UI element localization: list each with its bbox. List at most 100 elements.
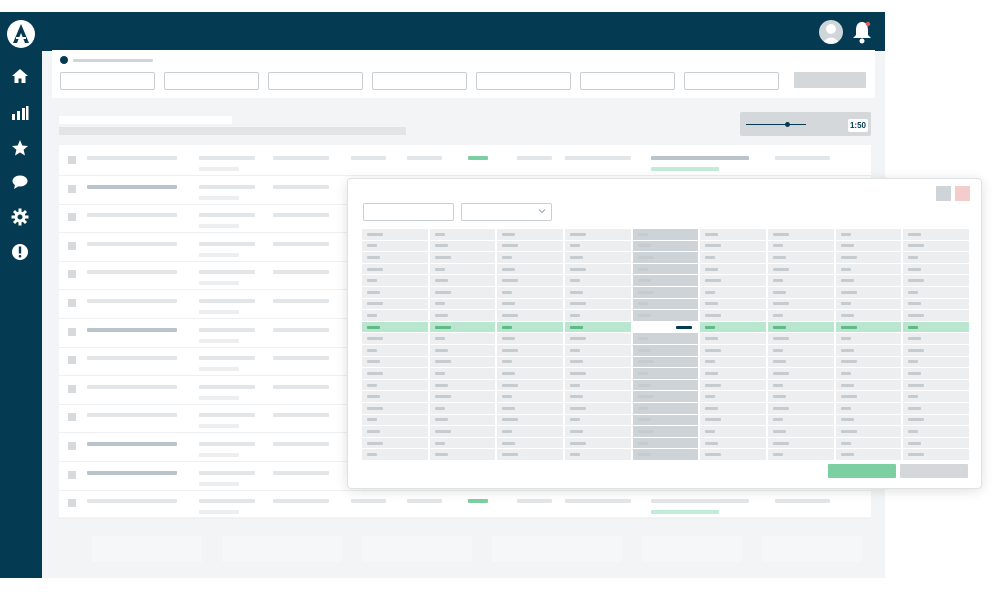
grid-cell[interactable] [362,263,428,275]
grid-cell[interactable] [835,229,902,240]
grid-cell[interactable] [632,310,699,321]
grid-cell[interactable] [700,298,766,310]
grid-cell[interactable] [835,449,902,460]
grid-cell[interactable] [700,333,766,344]
grid-cell[interactable] [768,229,834,240]
grid-cell[interactable] [903,391,969,402]
grid-cell[interactable] [768,449,834,460]
grid-cell[interactable] [565,379,631,391]
grid-cell[interactable] [903,252,969,263]
filter-field[interactable] [268,72,363,90]
grid-cell[interactable] [768,356,834,368]
grid-cell[interactable] [565,437,631,449]
grid-cell[interactable] [565,449,631,460]
row-checkbox[interactable] [68,384,76,393]
grid-cell[interactable] [835,356,902,368]
grid-cell[interactable] [362,379,428,391]
row-checkbox[interactable] [68,213,76,222]
grid-cell[interactable] [768,287,834,298]
alert-icon[interactable] [11,243,29,261]
grid-cell[interactable] [700,252,766,263]
modal-search-input[interactable] [363,203,454,221]
grid-cell[interactable] [903,356,969,368]
grid-cell[interactable] [632,275,699,286]
grid-cell[interactable] [565,240,631,252]
grid-cell[interactable] [497,426,563,437]
grid-cell[interactable] [497,310,563,321]
grid-cell[interactable] [362,356,428,368]
grid-cell[interactable] [632,356,699,368]
grid-cell[interactable] [497,345,563,356]
grid-cell[interactable] [903,414,969,426]
grid-cell[interactable] [835,252,902,263]
grid-cell[interactable] [903,240,969,252]
grid-cell[interactable] [835,333,902,344]
grid-cell[interactable] [632,263,699,275]
grid-cell[interactable] [497,229,563,240]
grid-cell[interactable] [429,333,496,344]
bar-chart-icon[interactable] [11,104,29,122]
grid-cell[interactable] [429,298,496,310]
row-checkbox[interactable] [68,184,76,193]
grid-cell[interactable] [700,287,766,298]
grid-cell[interactable] [632,414,699,426]
grid-cell[interactable] [768,368,834,379]
grid-cell[interactable] [429,252,496,263]
filter-field[interactable] [476,72,571,90]
grid-cell[interactable] [497,275,563,286]
modal-close-button[interactable] [955,186,970,201]
grid-cell[interactable] [565,287,631,298]
row-checkbox[interactable] [68,156,76,164]
zoom-slider-track[interactable] [746,124,806,125]
grid-cell[interactable] [362,426,428,437]
grid-cell[interactable] [497,379,563,391]
grid-cell[interactable] [632,321,699,333]
grid-cell[interactable] [835,321,902,333]
grid-cell[interactable] [565,368,631,379]
grid-cell[interactable] [632,437,699,449]
grid-cell[interactable] [565,229,631,240]
grid-cell[interactable] [768,437,834,449]
star-icon[interactable] [11,139,29,157]
grid-cell[interactable] [835,379,902,391]
grid-cell[interactable] [429,437,496,449]
row-checkbox[interactable] [68,499,76,508]
grid-cell[interactable] [903,275,969,286]
grid-cell[interactable] [835,263,902,275]
grid-cell[interactable] [835,368,902,379]
grid-cell[interactable] [700,368,766,379]
grid-cell[interactable] [835,437,902,449]
grid-cell[interactable] [362,391,428,402]
row-checkbox[interactable] [68,470,76,479]
chat-icon[interactable] [11,173,29,191]
grid-cell[interactable] [903,229,969,240]
grid-cell[interactable] [768,391,834,402]
grid-cell[interactable] [362,403,428,414]
grid-cell[interactable] [429,391,496,402]
filter-field[interactable] [60,72,155,90]
row-checkbox[interactable] [68,241,76,250]
grid-cell[interactable] [362,333,428,344]
modal-confirm-button[interactable] [828,464,896,478]
grid-cell[interactable] [632,379,699,391]
row-checkbox[interactable] [68,356,76,365]
breadcrumb[interactable] [73,59,153,62]
grid-cell[interactable] [429,275,496,286]
grid-cell[interactable] [632,449,699,460]
grid-cell[interactable] [429,287,496,298]
avatar-icon[interactable] [819,20,843,44]
grid-cell[interactable] [632,252,699,263]
grid-cell[interactable] [362,437,428,449]
filter-field[interactable] [372,72,467,90]
grid-cell[interactable] [903,321,969,333]
row-checkbox[interactable] [68,413,76,422]
grid-cell[interactable] [903,310,969,321]
grid-cell[interactable] [700,391,766,402]
grid-cell[interactable] [362,345,428,356]
grid-cell[interactable] [497,391,563,402]
grid-cell[interactable] [700,437,766,449]
grid-cell[interactable] [362,240,428,252]
grid-cell[interactable] [429,229,496,240]
grid-cell[interactable] [429,414,496,426]
grid-cell[interactable] [768,403,834,414]
